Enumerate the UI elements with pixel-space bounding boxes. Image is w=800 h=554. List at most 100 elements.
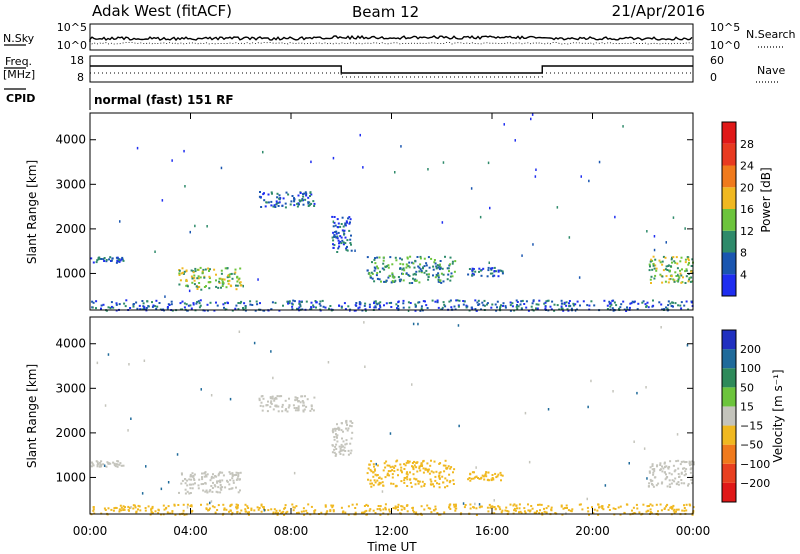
scatter-cell [341,216,344,219]
scatter-cell [413,266,416,269]
sparse-echo [646,230,648,233]
scatter-cell [659,469,662,472]
scatter-cell [432,265,435,268]
colorbar-tick-label: 4 [740,268,747,281]
sparse-echo [636,391,638,395]
scatter-cell [553,309,556,312]
scatter-cell [419,257,422,260]
scatter-cell [683,482,686,485]
scatter-cell [284,504,287,507]
scatter-cell [385,279,388,282]
scatter-cell [418,281,421,284]
scatter-cell [281,410,284,413]
scatter-cell [226,301,229,304]
scatter-cell [662,467,665,470]
scatter-cell [208,490,211,493]
scatter-cell [420,513,423,516]
scatter-cell [296,202,299,205]
scatter-cell [229,504,232,507]
scatter-cell [147,305,150,308]
scatter-cell [120,506,123,509]
scatter-cell [281,403,284,406]
scatter-cell [191,281,194,284]
colorbar-frame [721,121,737,297]
sparse-echo [565,512,567,515]
scatter-cell [653,267,656,270]
scatter-cell [220,486,223,489]
scatter-cell [431,299,434,302]
sparse-echo [210,500,213,503]
scatter-cell [224,486,227,489]
scatter-cell [665,473,667,476]
scatter-cell [293,204,296,207]
scatter-cell [269,401,272,404]
scatter-cell [347,305,350,308]
scatter-cell [509,309,512,312]
scatter-cell [310,307,313,310]
scatter-cell [661,260,664,263]
scatter-cell [541,512,544,515]
scatter-cell [446,267,449,270]
scatter-cell [293,300,296,303]
scatter-cell [341,229,344,232]
scatter-cell [493,274,496,277]
scatter-cell [572,304,575,307]
scatter-cell [216,481,219,484]
scatter-cell [332,431,335,434]
scatter-cell [491,506,494,509]
scatter-cell [347,217,349,220]
scatter-cell [270,400,273,403]
scatter-cell [141,300,144,302]
scatter-cell [115,507,118,509]
sparse-echo [653,235,656,238]
scatter-cell [504,306,507,309]
scatter-cell [374,267,377,270]
scatter-cell [494,303,497,306]
scatter-cell [369,479,372,482]
scatter-cell [151,507,154,510]
scatter-cell [397,503,400,506]
power-colorbar-label: Power [dB] [759,167,773,232]
scatter-cell [310,404,313,407]
scatter-cell [509,503,512,506]
scatter-cell [606,308,609,310]
scatter-cell [674,271,677,274]
scatter-cell [115,261,118,264]
scatter-cell [373,302,375,305]
scatter-cell [197,487,200,490]
scatter-cell [677,481,680,483]
scatter-cell [529,509,532,512]
scatter-cell [349,238,352,241]
scatter-cell [284,409,287,412]
scatter-cell [567,509,570,512]
y-tick-label: 3000 [55,381,86,395]
scatter-cell [376,464,379,467]
noise-tick-right-top: 10^5 [710,21,740,34]
scatter-cell [221,285,224,287]
sparse-echo [590,379,592,383]
scatter-cell [452,471,454,474]
scatter-cell [217,486,220,489]
scatter-cell [648,505,650,507]
scatter-cell [402,299,405,302]
scatter-cell [219,491,222,494]
scatter-cell [485,475,488,478]
scatter-cell [210,485,213,487]
sparse-echo [488,261,490,264]
scatter-cell [427,278,430,281]
colorbar-tick-label: −50 [740,439,763,452]
scatter-cell [670,505,673,508]
scatter-cell [198,285,201,288]
scatter-cell [670,275,673,278]
scatter-cell [521,299,524,302]
scatter-cell [675,510,677,513]
scatter-cell [215,273,217,276]
scatter-cell [670,258,673,261]
scatter-cell [103,507,106,510]
colorbar-tick-label: −200 [740,477,770,490]
scatter-cell [684,261,687,264]
scatter-cell [667,265,670,267]
sparse-echo [128,363,130,366]
scatter-cell [261,409,264,412]
scatter-cell [632,506,635,509]
